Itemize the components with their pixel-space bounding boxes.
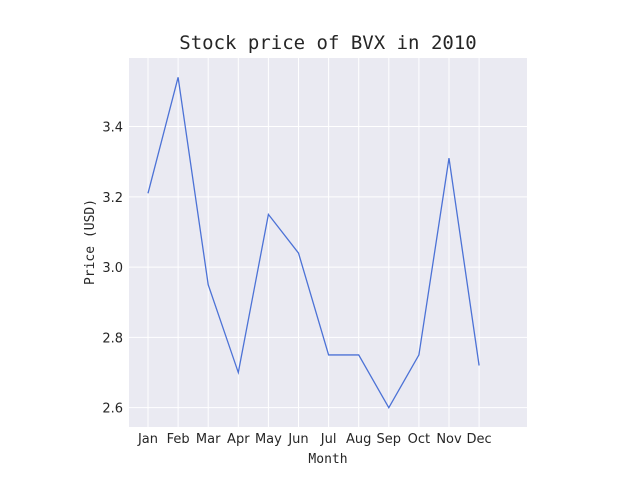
x-tick-label-apr: Apr <box>227 432 250 447</box>
x-tick-label-feb: Feb <box>167 432 190 447</box>
x-tick-label-nov: Nov <box>436 432 462 447</box>
y-tick-label: 2.8 <box>102 331 123 346</box>
x-tick-labels: Jan Feb Mar Apr May Jun Jul Aug Sep Oct Nov Dec <box>137 432 492 447</box>
x-tick-label-dec: Dec <box>467 432 492 447</box>
x-tick-label-sep: Sep <box>377 432 402 447</box>
grid-lines <box>129 58 527 427</box>
x-axis-label: Month <box>308 452 347 467</box>
y-axis-label: Price (USD) <box>83 199 98 285</box>
x-tick-label-may: May <box>255 432 282 447</box>
y-tick-label: 3.4 <box>102 121 123 136</box>
y-tick-label: 2.6 <box>102 402 123 417</box>
chart-title: Stock price of BVX in 2010 <box>179 32 476 54</box>
series-line <box>147 77 480 409</box>
y-tick-label: 3.0 <box>102 261 123 276</box>
x-tick-label-oct: Oct <box>408 432 430 447</box>
x-tick-label-jun: Jun <box>287 432 308 447</box>
x-tick-label-mar: Mar <box>196 432 221 447</box>
plot-area <box>129 58 527 427</box>
y-tick-label: 3.2 <box>102 191 123 206</box>
x-tick-label-jul: Jul <box>320 432 337 447</box>
y-tick-labels: 2.6 2.8 3.0 3.2 3.4 <box>102 121 123 417</box>
x-tick-label-jan: Jan <box>137 432 158 447</box>
x-tick-label-aug: Aug <box>346 432 371 447</box>
